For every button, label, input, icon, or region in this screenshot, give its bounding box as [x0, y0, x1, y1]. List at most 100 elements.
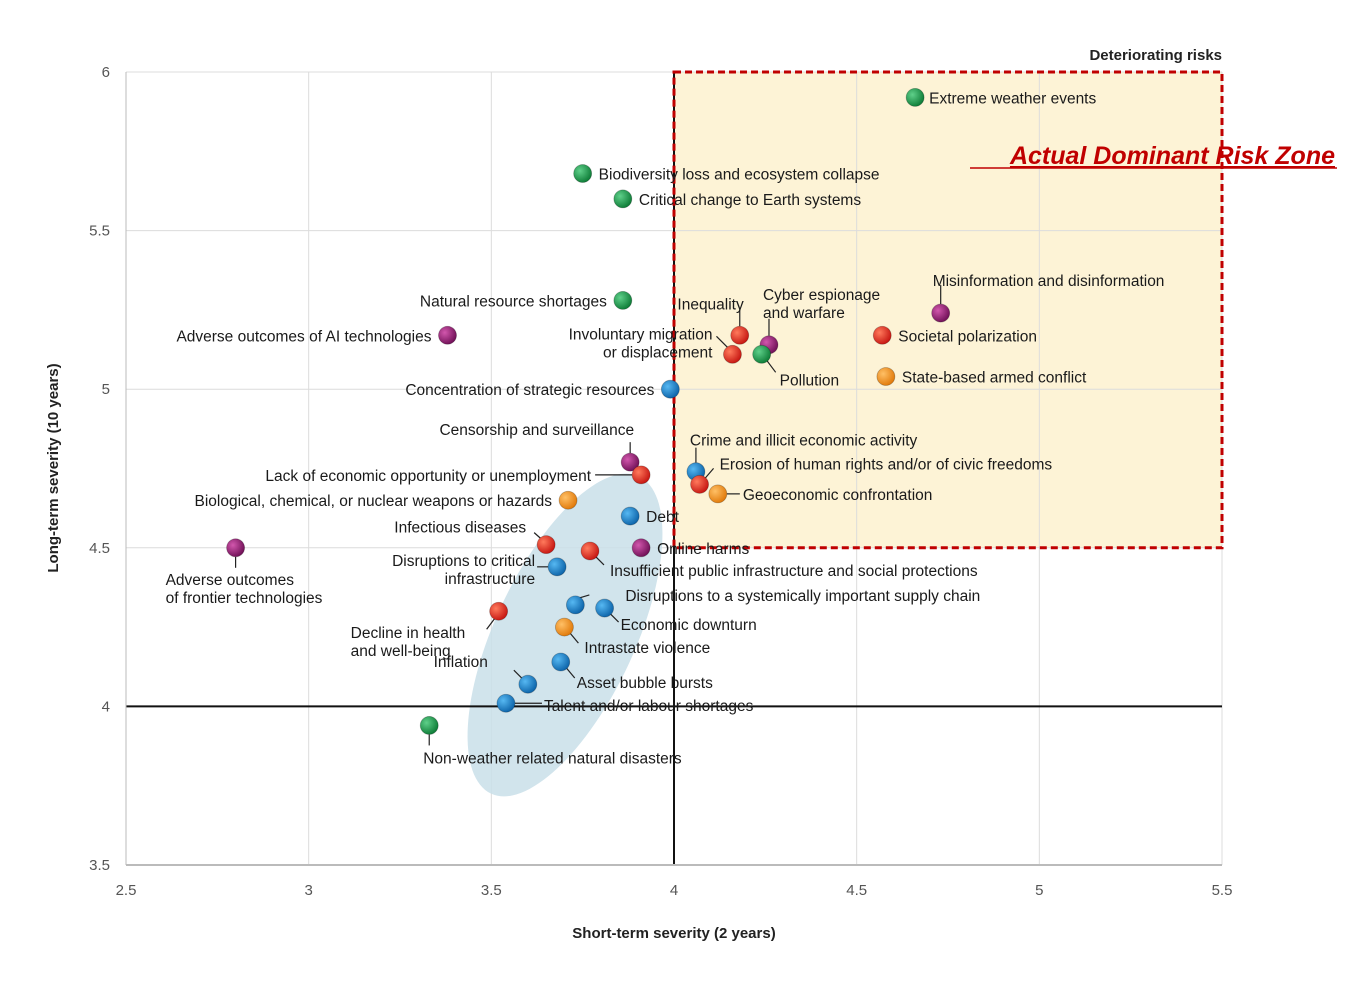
data-label: Biodiversity loss and ecosystem collapse: [599, 167, 880, 184]
data-label-line: Adverse outcomes: [166, 572, 295, 589]
data-label: Economic downturn: [621, 617, 757, 634]
data-label-line: Disruptions to critical: [392, 553, 535, 570]
x-tick-label: 4.5: [846, 882, 867, 899]
data-label: Decline in health and well-being: [351, 625, 466, 660]
data-label: Censorship and surveillance: [439, 422, 634, 439]
data-label: Infectious diseases: [394, 520, 526, 537]
data-label: State-based armed conflict: [902, 370, 1087, 387]
data-label: Critical change to Earth systems: [639, 192, 862, 209]
y-tick-label: 3.5: [89, 857, 110, 874]
data-point-economic: [620, 506, 640, 526]
data-point-environmental: [613, 189, 633, 209]
data-label: Societal polarization: [898, 328, 1037, 345]
data-label-line: Involuntary migration: [569, 326, 713, 343]
data-label-line: or displacement: [603, 344, 713, 361]
data-label-line: Decline in health: [351, 625, 466, 642]
data-point-societal: [580, 541, 600, 561]
y-tick-label: 5.5: [89, 223, 110, 240]
zone-title: Actual Dominant Risk Zone: [1009, 142, 1335, 170]
points-layer: [226, 87, 951, 735]
leader-line: [579, 594, 590, 599]
data-point-economic: [660, 379, 680, 399]
data-point-geopolitical: [558, 490, 578, 510]
data-label: Disruptions to a systemically important …: [625, 588, 980, 605]
data-label: Misinformation and disinformation: [933, 273, 1165, 290]
x-tick-label: 5.5: [1212, 882, 1233, 899]
y-tick-label: 4: [102, 698, 110, 715]
x-tick-label: 5: [1035, 882, 1043, 899]
data-point-economic: [496, 693, 516, 713]
axis-layer: 2.5 3 3.5 4 4.5 5 5.5 3.5 4 4.5 5 5.5 6: [89, 64, 1232, 899]
data-label: Inequality: [677, 296, 744, 313]
data-label: Crime and illicit economic activity: [690, 433, 918, 450]
data-label: Insufficient public infrastructure and s…: [610, 563, 978, 580]
data-point-societal: [723, 344, 742, 364]
data-label-line: infrastructure: [445, 571, 535, 588]
data-label-line: Cyber espionage: [763, 287, 880, 304]
data-point-societal: [730, 325, 750, 345]
data-point-environmental: [573, 164, 593, 183]
data-label: Non-weather related natural disasters: [423, 750, 682, 767]
data-point-economic: [595, 598, 614, 618]
data-label: Adverse outcomes of frontier technologies: [166, 572, 323, 607]
data-point-technological: [620, 452, 640, 472]
data-label: Debt: [646, 509, 679, 526]
data-point-societal: [690, 474, 709, 494]
data-label: Extreme weather events: [929, 90, 1096, 107]
data-label: Biological, chemical, or nuclear weapons…: [195, 493, 553, 510]
highlight-zone-border: [672, 70, 1224, 550]
data-point-technological: [631, 538, 651, 558]
data-label-line: of frontier technologies: [166, 590, 323, 607]
y-tick-label: 5: [102, 381, 110, 398]
corner-label: Deteriorating risks: [1089, 47, 1222, 64]
data-point-technological: [226, 538, 246, 558]
data-point-technological: [931, 303, 951, 323]
data-label: Lack of economic opportunity or unemploy…: [265, 468, 591, 485]
data-label: Erosion of human rights and/or of civic …: [720, 456, 1053, 473]
data-point-economic: [565, 595, 585, 615]
data-point-societal: [631, 465, 651, 485]
data-point-environmental: [752, 344, 772, 364]
data-label: Asset bubble bursts: [577, 675, 713, 692]
data-point-economic: [547, 557, 567, 577]
data-label: Pollution: [780, 372, 839, 389]
data-label: Natural resource shortages: [420, 293, 607, 310]
y-tick-label: 6: [102, 64, 110, 81]
data-point-economic: [551, 652, 571, 672]
y-axis-title: Long-term severity (10 years): [45, 363, 62, 572]
data-label: Inflation: [434, 654, 488, 671]
data-label-line: and well-being: [351, 643, 451, 660]
data-label: Cyber espionage and warfare: [763, 287, 880, 322]
data-point-societal: [489, 601, 509, 621]
data-point-economic: [518, 674, 538, 694]
data-point-technological: [438, 325, 457, 345]
x-tick-label: 2.5: [116, 882, 137, 899]
zone-border-layer: [672, 70, 1224, 550]
leader-line: [716, 335, 729, 349]
leader-line: [766, 359, 777, 373]
x-tick-label: 3.5: [481, 882, 502, 899]
data-label: Geoeconomic confrontation: [743, 487, 933, 504]
data-label: Disruptions to critical infrastructure: [392, 553, 535, 588]
leader-line: [486, 616, 497, 630]
data-point-geopolitical: [876, 367, 896, 386]
data-point-environmental: [905, 87, 925, 107]
data-point-societal: [536, 535, 556, 555]
data-point-geopolitical: [708, 484, 728, 504]
y-tick-label: 4.5: [89, 540, 110, 557]
data-point-environmental: [613, 290, 633, 310]
data-label: Concentration of strategic resources: [405, 382, 654, 399]
data-point-societal: [872, 325, 892, 345]
labels-layer: Extreme weather events Biodiversity loss …: [166, 90, 1165, 767]
data-point-environmental: [419, 716, 439, 735]
data-point-geopolitical: [555, 617, 574, 637]
data-label: Intrastate violence: [584, 640, 710, 657]
x-tick-label: 4: [670, 882, 678, 899]
x-tick-label: 3: [304, 882, 312, 899]
data-label-line: and warfare: [763, 305, 845, 322]
data-label: Involuntary migration or displacement: [569, 326, 714, 361]
data-label: Adverse outcomes of AI technologies: [176, 328, 431, 345]
x-axis-title: Short-term severity (2 years): [572, 925, 775, 942]
data-label: Talent and/or labour shortages: [544, 698, 754, 715]
